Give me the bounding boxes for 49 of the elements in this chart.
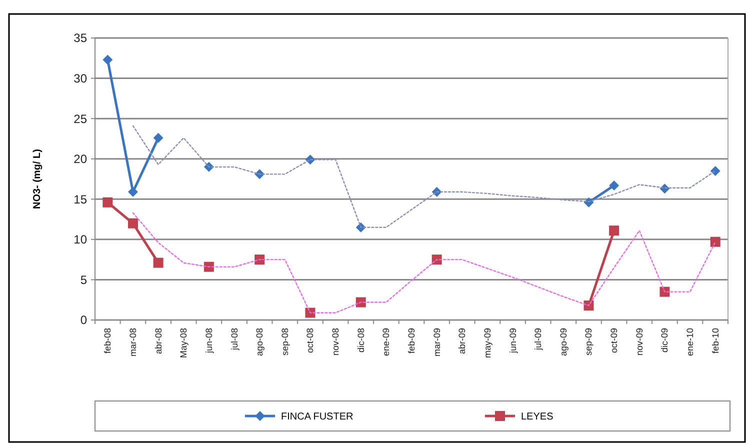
x-tick-label: jul-09 xyxy=(533,328,544,352)
y-tick-label: 35 xyxy=(74,31,88,46)
y-tick-label: 20 xyxy=(74,152,88,166)
x-tick-label: jun-08 xyxy=(204,328,214,354)
x-tick-label: sep-08 xyxy=(280,328,290,356)
x-tick-label: nov-08 xyxy=(330,328,341,356)
legend-label: LEYES xyxy=(521,412,554,422)
point xyxy=(153,132,164,143)
y-tick-label: 30 xyxy=(74,71,88,86)
x-tick-label: ago-08 xyxy=(254,328,265,356)
x-tick-label: ago-09 xyxy=(558,328,568,356)
x-tick-label: feb-09 xyxy=(406,328,416,354)
x-tick-label: May-08 xyxy=(178,328,189,358)
point xyxy=(254,254,265,265)
y-tick-label: 10 xyxy=(74,232,88,247)
x-tick-label: mar-09 xyxy=(432,328,442,357)
x-tick-label: oct-08 xyxy=(305,328,316,354)
x-tick-label: ene-10 xyxy=(685,328,696,356)
y-tick-label: 15 xyxy=(74,192,88,206)
x-tick-label: jul-08 xyxy=(229,328,240,352)
x-tick-label: mar-08 xyxy=(128,328,138,357)
x-tick-label: oct-09 xyxy=(609,328,620,354)
point xyxy=(102,197,113,208)
x-tick-label: may-09 xyxy=(482,328,492,358)
point xyxy=(710,236,720,247)
x-tick-label: nov-09 xyxy=(634,328,644,356)
x-tick-label: feb-08 xyxy=(102,328,113,354)
point xyxy=(128,186,138,197)
x-tick-label: jun-09 xyxy=(508,328,518,354)
y-tick-label: 25 xyxy=(74,112,88,126)
point xyxy=(609,226,620,236)
x-tick-label: dic-09 xyxy=(660,328,670,353)
legend-label: FINCA FUSTER xyxy=(281,412,354,422)
point xyxy=(153,258,164,268)
point xyxy=(102,54,113,65)
y-axis-title: NO3- (mg/ L) xyxy=(32,149,43,209)
point xyxy=(609,180,620,190)
x-tick-label: abr-09 xyxy=(457,328,468,354)
x-tick-label: abr-08 xyxy=(153,328,164,354)
point xyxy=(356,297,366,308)
x-tick-label: dic-08 xyxy=(356,328,366,353)
y-tick-label: 0 xyxy=(80,313,88,328)
y-tick-label: 5 xyxy=(80,272,88,287)
x-tick-label: sep-09 xyxy=(584,328,594,356)
point xyxy=(660,286,670,297)
point xyxy=(128,218,138,228)
x-tick-label: ene-09 xyxy=(381,328,392,356)
point xyxy=(710,166,720,176)
x-tick-label: feb-10 xyxy=(710,328,720,354)
